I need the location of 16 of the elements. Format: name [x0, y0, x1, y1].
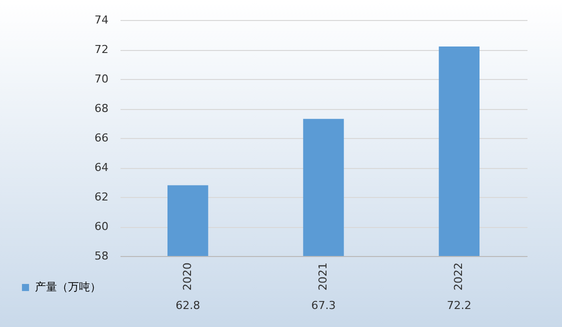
x-tick-label: 2020: [180, 262, 194, 290]
y-tick-label: 74: [94, 14, 108, 26]
data-label: 72.2: [446, 299, 472, 312]
y-tick-label: 64: [94, 161, 108, 174]
data-label: 67.3: [311, 299, 336, 312]
y-tick-label: 70: [94, 72, 108, 86]
y-tick-label: 72: [94, 43, 108, 56]
y-tick-label: 68: [94, 102, 108, 115]
x-tick-label: 2022: [452, 262, 466, 290]
y-tick-label: 60: [94, 220, 108, 233]
legend-label: 产量（万吨）: [35, 280, 101, 294]
y-tick-label: 62: [94, 190, 108, 204]
y-tick-label: 66: [94, 132, 108, 144]
x-tick-label: 2021: [316, 262, 330, 290]
data-label: 62.8: [176, 299, 200, 312]
y-tick-label: 58: [94, 250, 108, 262]
